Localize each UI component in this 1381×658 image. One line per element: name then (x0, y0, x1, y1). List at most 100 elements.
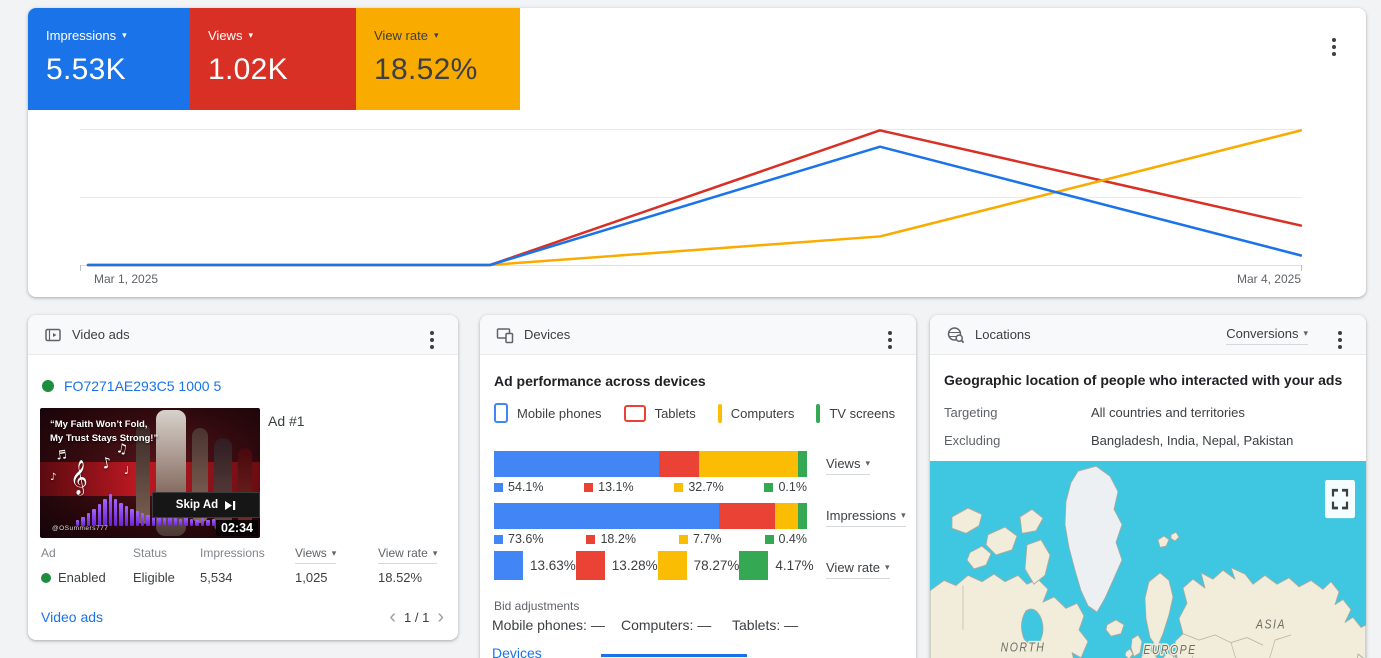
kebab-menu-icon[interactable] (882, 325, 898, 355)
equalizer-bar (162, 518, 167, 526)
kebab-menu-icon[interactable] (1332, 325, 1348, 355)
video-thumbnail[interactable]: “My Faith Won’t Fold, My Trust Stays Str… (40, 408, 260, 538)
map-greenland (1064, 465, 1123, 613)
skip-ad-button[interactable]: Skip Ad (152, 492, 260, 518)
metric-chip-value: 5.53K (46, 53, 126, 86)
metric-chip-value: 18.52% (374, 53, 478, 86)
excluding-label: Excluding (944, 433, 1001, 448)
column-header-view-rate-dropdown[interactable]: View rate ▾ (378, 546, 438, 564)
map-label-europe: EUROPE (1143, 642, 1196, 658)
map-fullscreen-button[interactable] (1325, 480, 1355, 519)
equalizer-bar (200, 518, 205, 526)
view-rate-swatch (494, 551, 523, 580)
chevron-left-icon[interactable]: ‹ (389, 606, 397, 628)
bar-segment-mobile-phones (494, 451, 659, 477)
conversions-metric-dropdown[interactable]: Conversions ▾ (1226, 326, 1308, 345)
column-header-ad: Ad (41, 546, 56, 560)
view-rate-swatch (657, 551, 687, 580)
bar-segment-tv-screens (798, 451, 807, 477)
legend-swatch (764, 534, 774, 544)
music-note-icon: ♬ (55, 447, 68, 463)
trend-series (86, 129, 1302, 267)
metric-chip-views[interactable]: Views ▾ 1.02K (190, 8, 356, 110)
bar-percent-label: 54.1% (494, 480, 543, 494)
view-rate-swatch (739, 551, 769, 580)
metric-chip-view-rate[interactable]: View rate ▾ 18.52% (356, 8, 520, 110)
performance-chart-card: Impressions ▾ 5.53K Views ▾ 1.02K View rat… (28, 8, 1366, 297)
chevron-down-icon: ▾ (1303, 328, 1308, 338)
views-metric-dropdown[interactable]: Views ▾ (826, 456, 870, 475)
bar-segment-tablets (719, 503, 775, 529)
impressions-bar-labels: 73.6% 18.2% 7.7% 0.4% (494, 532, 807, 546)
card-title: Devices (524, 327, 571, 342)
devices-footer-link[interactable]: Devices (492, 645, 542, 658)
ad-name-link[interactable]: FO7271AE293C5 1000 5 (64, 378, 222, 394)
equalizer-bar (173, 518, 178, 526)
ad-name-row: FO7271AE293C5 1000 5 (42, 378, 221, 394)
locations-globe-search-icon (947, 327, 965, 344)
metric-chip-impressions[interactable]: Impressions ▾ 5.53K (28, 8, 190, 110)
bar-segment-computers (698, 451, 799, 477)
legend-swatch (494, 482, 503, 492)
impressions-metric-dropdown[interactable]: Impressions ▾ (826, 508, 906, 527)
trend-line-impressions (86, 145, 1302, 267)
kebab-menu-icon[interactable] (424, 325, 440, 355)
impressions-stacked-bar (494, 503, 807, 529)
equalizer-bar (124, 506, 129, 526)
view-rate-metric-dropdown[interactable]: View rate ▾ (826, 560, 890, 579)
status-enabled-dot (41, 572, 51, 583)
video-ads-card: Video ads FO7271AE293C5 1000 5 “My Faith… (28, 315, 458, 640)
card-title: Video ads (72, 327, 130, 342)
music-note-icon: ♩ (124, 464, 130, 477)
equalizer-bar (141, 513, 145, 526)
tv-icon (816, 403, 821, 423)
bar-segment-mobile-phones (494, 503, 720, 529)
bar-percent-label: 73.6% (494, 532, 543, 546)
bar-segment-computers (774, 503, 799, 529)
pagination: ‹ 1 / 1 › (389, 606, 444, 628)
video-ads-footer-link[interactable]: Video ads (41, 609, 104, 625)
equalizer-bar (146, 515, 150, 526)
locations-card: Locations Conversions ▾ Geographic locati… (930, 315, 1366, 658)
bar-percent-label: 13.1% (584, 480, 634, 494)
equalizer-bar (206, 520, 210, 526)
metric-chip-label: Impressions (46, 28, 117, 43)
chevron-right-icon[interactable]: › (437, 606, 444, 628)
metric-chip-value: 1.02K (208, 53, 288, 86)
equalizer-bar (86, 513, 91, 526)
view-rate-item: 13.63% (494, 551, 576, 580)
equalizer-bar (135, 511, 140, 526)
chevron-down-icon: ▾ (433, 30, 439, 40)
cell-impressions: 5,534 (200, 570, 233, 585)
legend-swatch (764, 482, 774, 492)
column-header-status: Status (133, 546, 168, 560)
equalizer-bar (113, 499, 118, 526)
equalizer-bar (211, 519, 215, 526)
equalizer-bar (151, 516, 156, 526)
column-header-views-dropdown[interactable]: Views ▾ (295, 546, 337, 564)
views-bar-labels: 54.1% 13.1% 32.7% 0.1% (494, 480, 807, 494)
equalizer-bar (130, 509, 134, 526)
equalizer-bar (92, 509, 96, 526)
targeting-value: All countries and territories (1091, 405, 1245, 420)
device-legend: Mobile phones Tablets Computers TV scree… (494, 403, 895, 423)
devices-card: Devices Ad performance across devices Mo… (480, 315, 916, 658)
equalizer-bar (76, 520, 80, 526)
bar-percent-label: 32.7% (674, 480, 724, 494)
bid-adjustments-title: Bid adjustments (494, 599, 580, 613)
equalizer-bar (179, 519, 183, 526)
chevron-down-icon: ▾ (248, 30, 253, 40)
column-header-impressions: Impressions (200, 546, 265, 560)
bid-adjustment-mobile: Mobile phones: — (492, 617, 605, 633)
world-map[interactable]: NORTH AMERICA EUROPE ASIA AFRICA (930, 461, 1366, 658)
thumbnail-photo-strip (136, 424, 150, 524)
cell-views: 1,025 (295, 570, 328, 585)
bar-percent-label: 18.2% (586, 532, 636, 546)
legend-swatch (586, 534, 596, 544)
legend-tablets: Tablets (623, 404, 696, 422)
bar-segment-tablets (658, 451, 699, 477)
kebab-menu-icon[interactable] (1326, 32, 1342, 62)
chevron-down-icon: ▾ (865, 458, 870, 468)
bar-percent-label: 0.1% (764, 480, 807, 494)
